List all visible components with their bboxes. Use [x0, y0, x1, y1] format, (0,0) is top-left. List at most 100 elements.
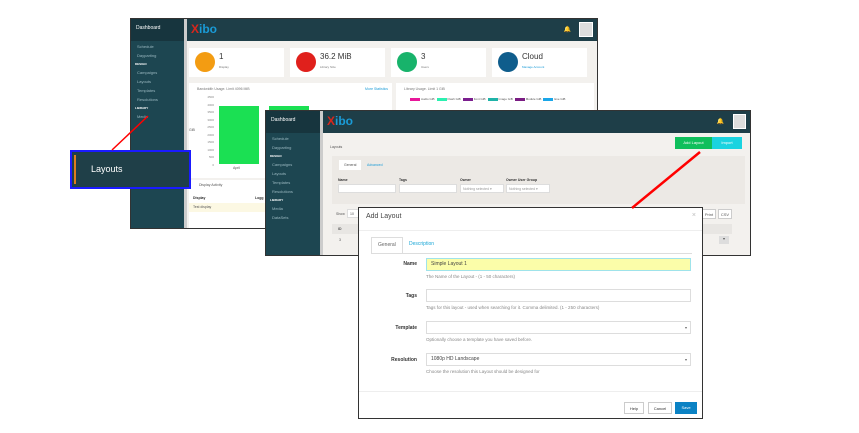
name-label: Name	[403, 261, 417, 267]
library-title: Library Usage. Limit 1 GiB	[404, 87, 445, 91]
resolution-label: Resolution	[391, 357, 417, 363]
owner-group-filter-label: Owner User Group	[506, 178, 538, 182]
sidebar-scrollbar[interactable]	[184, 19, 187, 228]
y-tick: 500	[208, 155, 214, 159]
y-tick: 4000	[207, 102, 214, 107]
stat-value: 1	[219, 52, 224, 61]
tags-filter-input[interactable]	[399, 184, 457, 193]
legend-swatch	[514, 97, 525, 101]
sidebar-item[interactable]: Layouts	[137, 79, 152, 84]
stat-value: 36.2 MiB	[320, 52, 352, 61]
library-icon	[296, 52, 316, 72]
row-display: Test display	[193, 205, 212, 209]
resolution-help: Choose the resolution this Layout should…	[426, 369, 540, 374]
more-statistics-link[interactable]: More Statistics	[365, 87, 388, 91]
sidebar-section-label: LIBRARY	[270, 198, 284, 202]
stat-card: 1 Display	[189, 48, 284, 77]
stat-value: 3	[421, 52, 426, 61]
sidebar-scrollbar[interactable]	[320, 111, 323, 255]
sidebar-item[interactable]: Schedule	[137, 44, 154, 49]
chevron-down-icon: ▾	[684, 357, 687, 362]
sidebar-item[interactable]: Campaigns	[137, 70, 158, 75]
modal-title: Add Layout	[366, 213, 402, 220]
sidebar-header-dashboard[interactable]: Dashboard	[131, 19, 184, 41]
monitor-icon	[195, 52, 215, 72]
tags-input[interactable]	[426, 289, 691, 302]
legend-label: Audio GiB	[421, 97, 435, 101]
stat-card: 36.2 MiB Library Size	[290, 48, 385, 77]
legend-item: Exe GiB	[543, 97, 565, 101]
sidebar-item[interactable]: Schedule	[272, 136, 289, 141]
sidebar-item[interactable]: Templates	[137, 88, 156, 93]
avatar[interactable]	[733, 114, 746, 129]
callout-label: Layouts	[91, 164, 123, 174]
stat-label: Library Size	[320, 65, 336, 69]
sidebar-item[interactable]: Resolutions	[137, 97, 158, 102]
tab-advanced[interactable]: Advanced	[367, 163, 383, 167]
sidebar-item[interactable]: Media	[272, 206, 283, 211]
y-tick: 0	[212, 162, 214, 167]
row-actions-button[interactable]: ▾	[719, 236, 729, 244]
y-tick: 1000	[207, 147, 214, 152]
sidebar-item[interactable]: Layouts	[272, 171, 287, 176]
avatar[interactable]	[579, 22, 593, 37]
stat-card: 3 Users	[391, 48, 486, 77]
name-filter-input[interactable]	[338, 184, 396, 193]
sidebar: Dashboard Schedule Dayparting DESIGN Campaig…	[266, 111, 320, 255]
col-logged: Logg	[255, 196, 264, 200]
sidebar-item[interactable]: DataSets	[272, 215, 289, 220]
y-tick: 4500	[207, 95, 214, 99]
table-row[interactable]: Test display	[189, 203, 269, 212]
tags-filter-label: Tags	[399, 178, 407, 182]
owner-select[interactable]: Nothing selected ▾	[460, 184, 504, 193]
template-select[interactable]: ▾	[426, 321, 691, 334]
legend-label: Module GiB	[525, 97, 542, 101]
resolution-select[interactable]: 1080p HD Landscape ▾	[426, 353, 691, 366]
show-label: Show	[336, 212, 345, 216]
csv-button[interactable]: CSV	[718, 209, 732, 219]
sidebar-section-label: LIBRARY	[135, 106, 149, 110]
add-layout-button[interactable]: Add Layout	[675, 137, 712, 149]
legend-swatch	[410, 97, 420, 101]
bandwidth-title: Bandwidth Usage. Limit 4096 MiB	[197, 87, 250, 91]
tab-general[interactable]: General	[371, 237, 403, 253]
top-bar: Xibo 🔔	[323, 111, 750, 133]
stat-card: Cloud Manage Account	[492, 48, 587, 77]
cancel-button[interactable]: Cancel	[648, 402, 672, 414]
sidebar-item[interactable]: Campaigns	[272, 162, 293, 167]
legend-label: Exe GiB	[554, 97, 566, 101]
tab-general[interactable]: General	[339, 160, 362, 170]
bell-icon[interactable]: 🔔	[563, 27, 571, 33]
legend-item: Font GiB	[462, 97, 486, 101]
sidebar-item[interactable]: Dayparting	[137, 53, 157, 58]
save-button[interactable]: Save	[675, 402, 697, 414]
sidebar-item[interactable]: Templates	[272, 180, 291, 185]
sidebar-item[interactable]: Dayparting	[272, 145, 292, 150]
filter-panel: General Advanced Name Tags Owner Nothing…	[332, 156, 745, 204]
name-filter-label: Name	[338, 178, 348, 182]
y-label: GiB	[189, 128, 195, 132]
sidebar-item[interactable]: Media	[137, 114, 148, 119]
display-activity-title: Display Activity	[199, 183, 223, 187]
arrow-to-add-layout	[631, 151, 701, 209]
legend-swatch	[462, 97, 473, 101]
help-button[interactable]: Help	[624, 402, 644, 414]
bell-icon[interactable]: 🔔	[716, 119, 724, 125]
import-button[interactable]: Import	[712, 137, 742, 149]
legend-swatch	[436, 97, 447, 101]
xibo-logo: Xibo	[327, 114, 354, 128]
sidebar-item[interactable]: Resolutions	[272, 189, 293, 194]
sidebar-header-dashboard[interactable]: Dashboard	[266, 111, 320, 133]
legend-item: Audio GiB	[410, 97, 435, 101]
tab-description[interactable]: Description	[409, 241, 435, 247]
legend-item: Flash GiB	[436, 97, 461, 101]
bar-april	[219, 106, 259, 164]
chevron-down-icon: ▾	[684, 325, 687, 330]
name-input[interactable]: Simple Layout 1	[426, 258, 691, 271]
users-icon	[397, 52, 417, 72]
owner-group-select[interactable]: Nothing selected ▾	[506, 184, 550, 193]
display-activity-panel: Display Activity Display Logg Test displ…	[189, 180, 269, 228]
stat-label[interactable]: Manage Account	[522, 65, 545, 69]
cloud-gears-icon	[498, 52, 518, 72]
close-icon[interactable]: ×	[691, 212, 696, 219]
